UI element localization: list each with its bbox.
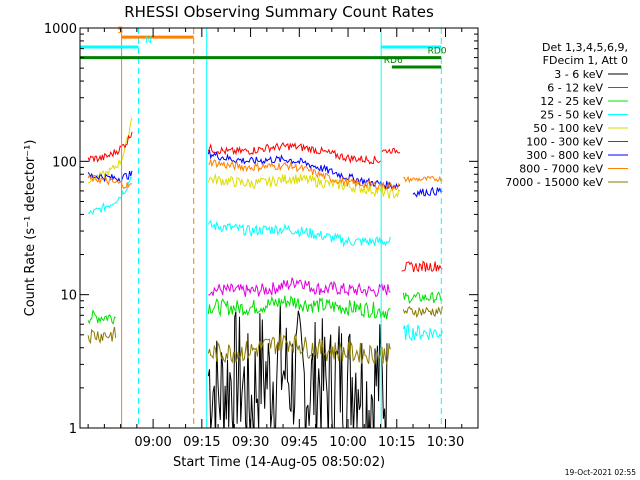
series-1 — [207, 304, 388, 428]
x-tick-label-7: 10:30 — [427, 435, 464, 450]
series-line-4-seg-3 — [402, 323, 443, 342]
status-label-5: RD6 — [384, 56, 403, 66]
y-tick-label-2: 10 — [60, 289, 77, 304]
series-8 — [87, 159, 443, 192]
series-line-7-seg-2 — [207, 149, 401, 191]
series-line-6-seg-2 — [207, 141, 381, 165]
series-7 — [87, 149, 443, 198]
series-line-4-seg-2 — [207, 219, 391, 248]
series-line-8-seg-3 — [403, 175, 443, 184]
legend-label-1: 3 - 6 keV — [554, 68, 603, 81]
series-line-8-seg-1 — [87, 173, 133, 190]
legend-label-5: 50 - 100 keV — [533, 122, 603, 135]
x-tick-label-3: 09:30 — [232, 435, 269, 450]
series-line-5-seg-2 — [207, 173, 401, 199]
y-tick-label-3: 100 — [52, 155, 77, 170]
x-tick-label-1: 09:00 — [134, 435, 171, 450]
series-line-5-seg-1 — [87, 117, 133, 184]
series-layer — [87, 117, 443, 428]
series-line-6-seg-1 — [87, 131, 133, 163]
status-label-4: RD0 — [428, 47, 447, 57]
y-tick-label-4: 1000 — [44, 22, 77, 37]
series-line-6-seg-4 — [401, 260, 443, 273]
legend-label-4: 25 - 50 keV — [540, 109, 603, 122]
legend-label-3: 12 - 25 keV — [540, 95, 603, 108]
series-6 — [87, 131, 443, 273]
x-axis-label: Start Time (14-Aug-05 08:50:02) — [173, 455, 385, 470]
plot-frame — [79, 27, 479, 429]
legend-label-9: 7000 - 15000 keV — [505, 176, 603, 189]
legend: Det 1,3,4,5,6,9, FDecim 1, Att 0 3 - 6 k… — [505, 41, 628, 189]
legend-label-8: 800 - 7000 keV — [519, 163, 603, 176]
legend-label-7: 300 - 800 keV — [526, 149, 603, 162]
x-tick-label-5: 10:00 — [329, 435, 366, 450]
y-tick-label-1: 1 — [69, 422, 77, 437]
series-2 — [208, 277, 391, 298]
series-line-9-seg-3 — [402, 306, 443, 318]
series-line-6-seg-3 — [381, 147, 401, 154]
series-line-9-seg-1 — [87, 326, 117, 345]
legend-label-6: 100 - 300 keV — [526, 136, 603, 149]
series-line-3-seg-2 — [207, 295, 391, 320]
series-line-7-seg-1 — [87, 170, 133, 183]
x-tick-label-6: 10:15 — [378, 435, 415, 450]
footer-date: 19-Oct-2021 02:55 — [565, 468, 636, 477]
observing-markers: SNRD0RD6 — [80, 26, 447, 428]
chart-title: RHESSI Observing Summary Count Rates — [124, 3, 434, 21]
legend-label-2: 6 - 12 keV — [547, 82, 603, 95]
series-line-7-seg-3 — [412, 186, 443, 198]
x-tick-label-2: 09:15 — [183, 435, 220, 450]
series-line-8-seg-2 — [208, 159, 401, 192]
status-label-2: N — [145, 36, 152, 46]
series-4 — [87, 176, 443, 342]
series-line-3-seg-1 — [87, 309, 116, 325]
series-5 — [87, 117, 401, 199]
series-9 — [87, 306, 443, 365]
series-line-1-seg-1 — [207, 304, 388, 428]
series-line-9-seg-2 — [207, 333, 391, 365]
x-tick-label-4: 09:45 — [281, 435, 318, 450]
legend-header-line1: Det 1,3,4,5,6,9, — [542, 41, 628, 54]
series-line-3-seg-3 — [402, 291, 443, 304]
series-line-4-seg-1 — [87, 176, 133, 216]
legend-header-line2: FDecim 1, Att 0 — [543, 54, 628, 67]
plot-axes: 09:00 09:15 09:30 09:45 10:00 10:15 10:30 1 10 10… — [44, 22, 479, 450]
series-3 — [87, 291, 443, 325]
series-line-2-seg-1 — [208, 277, 391, 298]
y-axis-label: Count Rate (s⁻¹ detector⁻¹) — [23, 140, 38, 317]
